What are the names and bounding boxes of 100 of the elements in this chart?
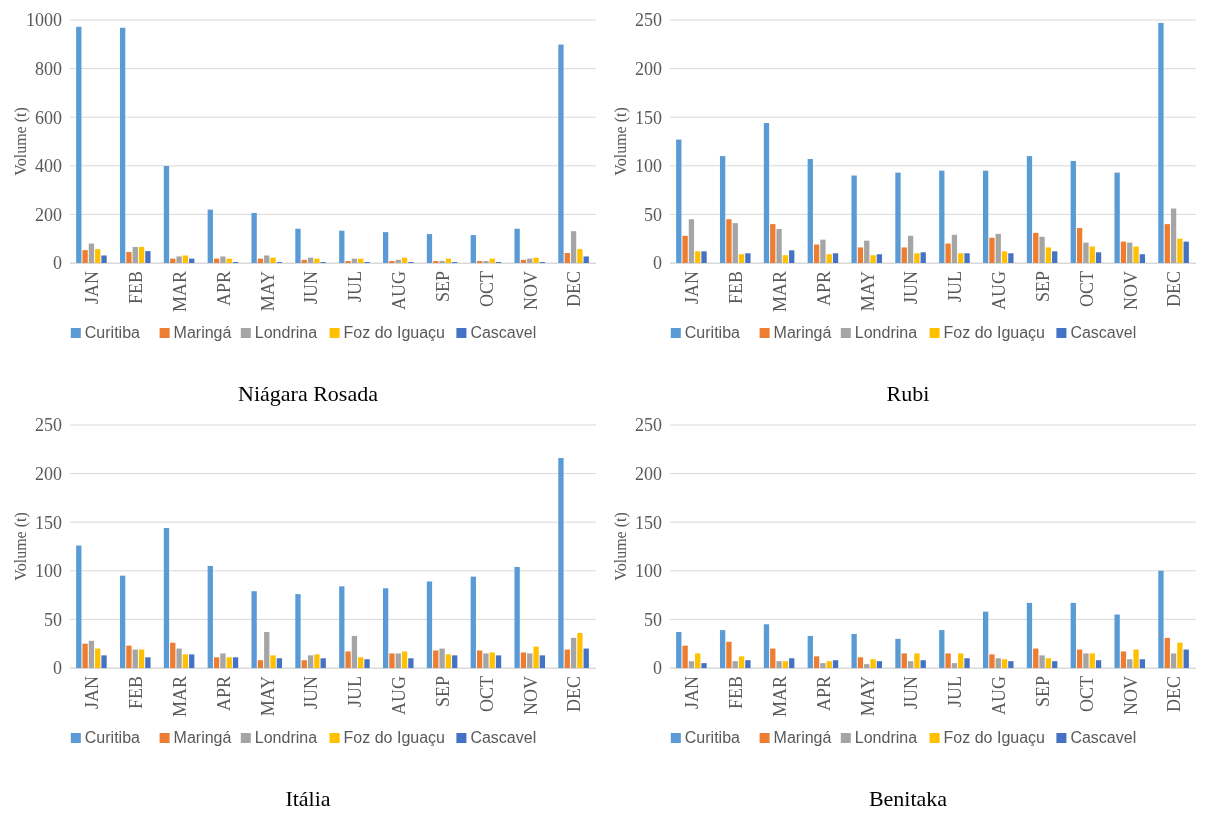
bar bbox=[1177, 642, 1183, 668]
bar bbox=[1164, 637, 1170, 668]
bar bbox=[864, 664, 870, 668]
bar bbox=[476, 650, 483, 668]
x-tick-label: MAR bbox=[169, 271, 190, 313]
x-tick-label: APR bbox=[813, 676, 834, 712]
bar bbox=[876, 661, 883, 668]
bar bbox=[813, 244, 820, 263]
legend-label: Curitiba bbox=[84, 729, 141, 746]
bar bbox=[1170, 653, 1177, 668]
bar bbox=[358, 657, 364, 668]
bar bbox=[964, 658, 970, 668]
bar bbox=[1170, 208, 1177, 263]
x-tick-label: AUG bbox=[389, 271, 410, 310]
bar bbox=[207, 209, 213, 263]
bar bbox=[408, 658, 414, 668]
bar bbox=[339, 586, 345, 668]
x-tick-label: JUL bbox=[945, 676, 966, 707]
bar bbox=[1052, 251, 1058, 263]
bar bbox=[1008, 253, 1014, 263]
x-tick-label: DEC bbox=[564, 271, 585, 307]
bar bbox=[382, 232, 389, 263]
bar bbox=[857, 657, 864, 668]
bar bbox=[88, 243, 95, 263]
legend-label: Londrina bbox=[254, 324, 318, 341]
bar bbox=[807, 635, 813, 668]
bar bbox=[1089, 246, 1095, 263]
bar bbox=[1158, 570, 1164, 668]
y-tick-label: 200 bbox=[35, 463, 62, 484]
bar bbox=[907, 661, 914, 668]
bar bbox=[1120, 651, 1127, 668]
bar bbox=[789, 250, 795, 263]
x-tick-label: DEC bbox=[1164, 271, 1185, 307]
bar bbox=[895, 638, 901, 668]
bar bbox=[832, 660, 839, 668]
bar bbox=[470, 235, 476, 263]
x-tick-label: MAY bbox=[257, 271, 278, 312]
bar bbox=[76, 26, 82, 263]
bar bbox=[257, 660, 264, 668]
bar bbox=[251, 591, 257, 668]
bar bbox=[939, 170, 945, 263]
bar bbox=[770, 224, 776, 263]
x-tick-label: FEB bbox=[726, 271, 747, 305]
y-tick-label: 150 bbox=[35, 512, 62, 533]
x-tick-label: JUN bbox=[901, 676, 922, 710]
bar bbox=[995, 658, 1001, 668]
bar bbox=[1001, 251, 1008, 263]
bar bbox=[145, 251, 151, 263]
bar bbox=[1114, 172, 1120, 263]
bar bbox=[270, 655, 276, 668]
bar bbox=[264, 255, 270, 263]
bar bbox=[820, 239, 826, 263]
x-tick-label: APR bbox=[213, 271, 234, 307]
x-tick-label: AUG bbox=[389, 676, 410, 715]
x-tick-label: APR bbox=[213, 676, 234, 712]
bar bbox=[1076, 649, 1083, 668]
legend-label: Londrina bbox=[854, 729, 918, 746]
bar bbox=[1045, 658, 1052, 668]
y-tick-label: 50 bbox=[644, 609, 662, 630]
bar bbox=[732, 661, 738, 668]
bar bbox=[958, 253, 964, 263]
bar bbox=[163, 528, 170, 668]
bar bbox=[1095, 660, 1102, 668]
y-tick-label: 600 bbox=[35, 107, 62, 128]
legend-label: Cascavel bbox=[1070, 324, 1137, 341]
bar bbox=[126, 645, 132, 668]
bar bbox=[314, 258, 320, 263]
bar bbox=[732, 223, 738, 263]
bar bbox=[426, 581, 433, 668]
x-tick-label: SEP bbox=[432, 271, 453, 303]
text: Itália bbox=[285, 786, 331, 811]
legend-label: Curitiba bbox=[684, 324, 741, 341]
bar bbox=[514, 566, 520, 668]
bar bbox=[138, 246, 145, 263]
legend-label: Maringá bbox=[173, 729, 232, 746]
bar bbox=[776, 661, 782, 668]
bar bbox=[738, 656, 745, 668]
bar bbox=[676, 139, 682, 263]
bar bbox=[1026, 602, 1033, 668]
bar bbox=[682, 235, 688, 263]
bar bbox=[1033, 232, 1039, 263]
bar bbox=[920, 252, 926, 263]
bar bbox=[220, 653, 226, 668]
bar bbox=[82, 250, 88, 263]
bar bbox=[564, 253, 570, 263]
bar bbox=[364, 659, 370, 668]
bar bbox=[182, 654, 189, 668]
x-tick-label: JAN bbox=[682, 676, 703, 710]
bar bbox=[145, 657, 151, 668]
bar bbox=[1177, 238, 1183, 263]
y-tick-label: 250 bbox=[635, 10, 662, 31]
bar bbox=[452, 655, 458, 668]
bar bbox=[82, 643, 88, 668]
bar bbox=[126, 252, 132, 263]
bar bbox=[876, 254, 883, 263]
x-tick-label: SEP bbox=[432, 676, 453, 708]
legend-label: Maringá bbox=[773, 324, 832, 341]
y-tick-label: 800 bbox=[35, 58, 62, 79]
x-tick-label: NOV bbox=[520, 676, 541, 715]
bar bbox=[745, 253, 751, 263]
